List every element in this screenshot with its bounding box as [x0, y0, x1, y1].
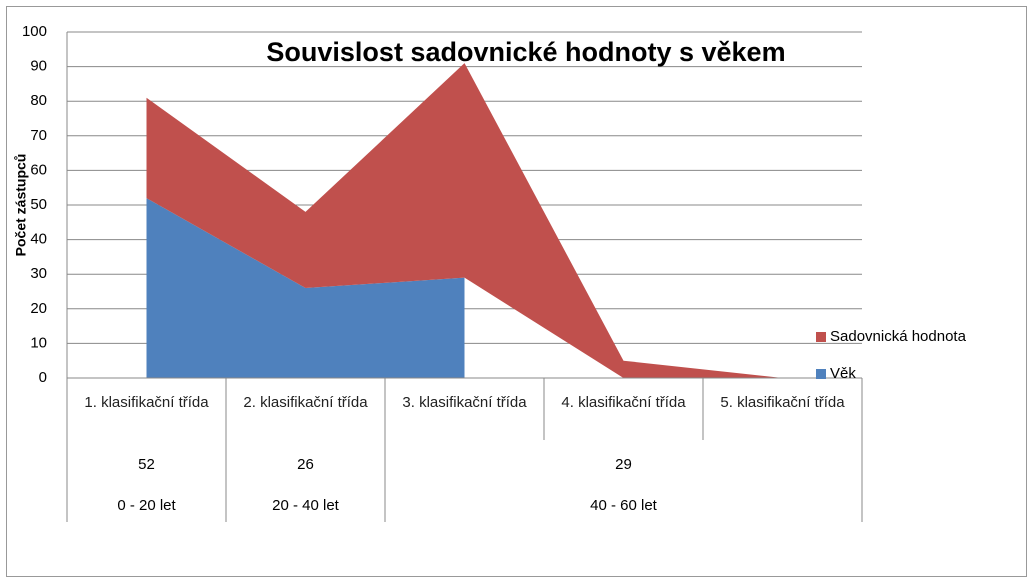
y-tick-label: 20 [30, 300, 47, 317]
y-tick-label: 100 [22, 23, 47, 40]
y-tick-label: 10 [30, 334, 47, 351]
category-group-label: 26 [297, 456, 314, 473]
category-group-label: 0 - 20 let [117, 497, 176, 514]
y-tick-label: 80 [30, 92, 47, 109]
x-tick-label: 5. klasifikační třída [720, 394, 845, 411]
y-tick-label: 40 [30, 231, 47, 248]
x-tick-label: 1. klasifikační třída [84, 394, 209, 411]
y-axis-label: Počet zástupců [13, 154, 29, 257]
area [146, 63, 783, 378]
chart-title: Souvislost sadovnické hodnoty s věkem [266, 37, 785, 67]
x-tick-label: 2. klasifikační třída [243, 394, 368, 411]
category-group-label: 29 [615, 456, 632, 473]
category-group-label: 52 [138, 456, 155, 473]
x-tick-label: 3. klasifikační třída [402, 394, 527, 411]
y-tick-label: 50 [30, 196, 47, 213]
legend-label: Věk [830, 365, 856, 382]
category-group-label: 40 - 60 let [590, 497, 658, 514]
y-tick-label: 60 [30, 161, 47, 178]
category-group-label: 20 - 40 let [272, 497, 340, 514]
y-tick-label: 70 [30, 127, 47, 144]
y-tick-label: 0 [39, 369, 47, 386]
y-tick-label: 30 [30, 265, 47, 282]
legend-swatch [816, 369, 826, 379]
chart-border [6, 6, 1027, 577]
x-tick-label: 4. klasifikační třída [561, 394, 686, 411]
y-tick-label: 90 [30, 58, 47, 75]
legend-label: Sadovnická hodnota [830, 328, 967, 345]
legend-swatch [816, 332, 826, 342]
